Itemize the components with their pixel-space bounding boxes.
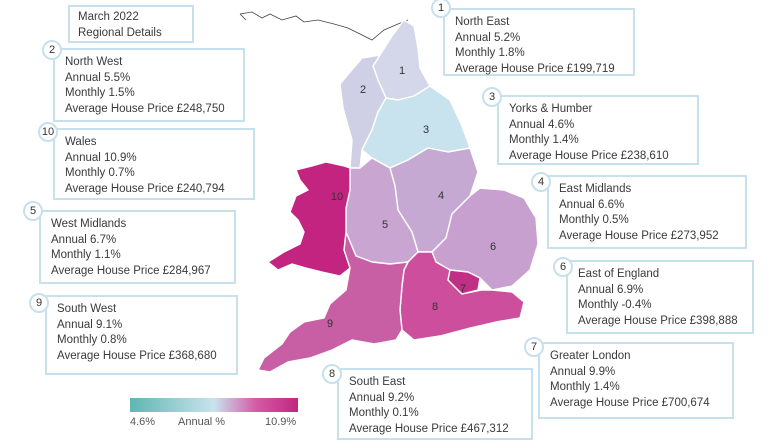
region-badge-10: 10 (38, 122, 58, 142)
region-10-wales[interactable] (267, 161, 351, 277)
svg-text:1: 1 (399, 65, 405, 77)
region-annual: Annual 4.6% (509, 118, 575, 131)
region-name: East Midlands (559, 183, 632, 195)
region-badge-5: 5 (23, 201, 43, 221)
region-monthly: Monthly 1.4% (509, 134, 579, 147)
region-7-greater-london[interactable] (447, 269, 481, 295)
region-annual: Annual 10.9% (65, 151, 137, 164)
region-name: East of England (578, 268, 660, 280)
svg-text:9: 9 (327, 318, 333, 330)
region-annual: Annual 6.9% (578, 283, 644, 296)
region-annual: Annual 6.6% (559, 198, 625, 211)
region-badge-3: 3 (482, 87, 502, 107)
region-monthly: Monthly 0.1% (349, 407, 419, 420)
region-box-south-west: South West Annual 9.1% Monthly 0.8% Aver… (45, 295, 238, 375)
svg-text:5: 5 (382, 219, 388, 231)
region-annual: Annual 9.1% (57, 318, 123, 331)
region-box-west-midlands: West Midlands Annual 6.7% Monthly 1.1% A… (39, 210, 236, 284)
region-price: Average House Price £240,794 (65, 182, 225, 195)
region-monthly: Monthly 1.8% (455, 47, 525, 60)
region-badge-6: 6 (553, 257, 573, 277)
region-monthly: Monthly -0.4% (578, 299, 652, 312)
region-badge-2: 2 (42, 40, 62, 60)
region-price: Average House Price £700,674 (550, 396, 710, 409)
region-price: Average House Price £199,719 (455, 62, 615, 75)
scotland-outline (239, 11, 409, 41)
svg-text:4: 4 (438, 190, 444, 202)
svg-text:3: 3 (423, 124, 429, 136)
region-box-north-east: North East Annual 5.2% Monthly 1.8% Aver… (443, 8, 635, 76)
region-monthly: Monthly 0.7% (65, 167, 135, 180)
region-badge-4: 4 (531, 172, 551, 192)
region-monthly: Monthly 0.8% (57, 334, 127, 347)
svg-text:10: 10 (331, 191, 343, 203)
region-price: Average House Price £467,312 (349, 422, 509, 435)
legend-title: Annual % (178, 416, 226, 428)
region-price: Average House Price £238,610 (509, 149, 669, 162)
legend-max-label: 10.9% (265, 416, 297, 428)
region-badge-8: 8 (322, 364, 342, 384)
region-annual: Annual 9.2% (349, 391, 415, 404)
region-name: Yorks & Humber (509, 103, 593, 115)
region-badge-1: 1 (431, 0, 451, 18)
region-monthly: Monthly 1.1% (51, 249, 121, 262)
region-annual: Annual 5.5% (65, 71, 131, 84)
svg-text:8: 8 (432, 301, 438, 313)
header-box: March 2022 Regional Details (68, 5, 194, 43)
region-name: North West (65, 56, 123, 68)
region-badge-9: 9 (29, 293, 49, 313)
region-badge-7: 7 (524, 337, 544, 357)
region-name: North East (455, 16, 510, 28)
region-monthly: Monthly 0.5% (559, 214, 629, 227)
region-box-wales: Wales Annual 10.9% Monthly 0.7% Average … (53, 128, 255, 200)
region-name: Wales (65, 136, 97, 148)
report-date: March 2022 (78, 11, 139, 23)
region-name: South East (349, 376, 406, 388)
region-monthly: Monthly 1.5% (65, 87, 135, 100)
legend-color-bar (130, 398, 298, 412)
region-box-yorks-humber: Yorks & Humber Annual 4.6% Monthly 1.4% … (497, 95, 699, 165)
region-price: Average House Price £398,888 (578, 314, 738, 327)
svg-text:7: 7 (460, 283, 466, 295)
legend-min-label: 4.6% (130, 416, 156, 428)
region-monthly: Monthly 1.4% (550, 381, 620, 394)
region-name: Greater London (550, 350, 631, 362)
region-9-south-west[interactable] (257, 231, 409, 373)
region-annual: Annual 6.7% (51, 233, 117, 246)
region-box-south-east: South East Annual 9.2% Monthly 0.1% Aver… (337, 368, 533, 440)
region-box-greater-london: Greater London Annual 9.9% Monthly 1.4% … (538, 342, 734, 419)
report-subtitle: Regional Details (78, 26, 162, 39)
region-name: West Midlands (51, 218, 127, 230)
region-price: Average House Price £368,680 (57, 349, 217, 362)
region-annual: Annual 5.2% (455, 31, 521, 44)
svg-text:2: 2 (360, 84, 366, 96)
region-box-east-of-england: East of England Annual 6.9% Monthly -0.4… (566, 260, 754, 334)
region-name: South West (57, 303, 117, 315)
region-price: Average House Price £284,967 (51, 264, 211, 277)
region-annual: Annual 9.9% (550, 365, 616, 378)
svg-text:6: 6 (490, 241, 496, 253)
region-box-east-midlands: East Midlands Annual 6.6% Monthly 0.5% A… (547, 175, 747, 249)
region-box-north-west: North West Annual 5.5% Monthly 1.5% Aver… (53, 48, 245, 122)
region-price: Average House Price £248,750 (65, 102, 225, 115)
region-price: Average House Price £273,952 (559, 229, 719, 242)
